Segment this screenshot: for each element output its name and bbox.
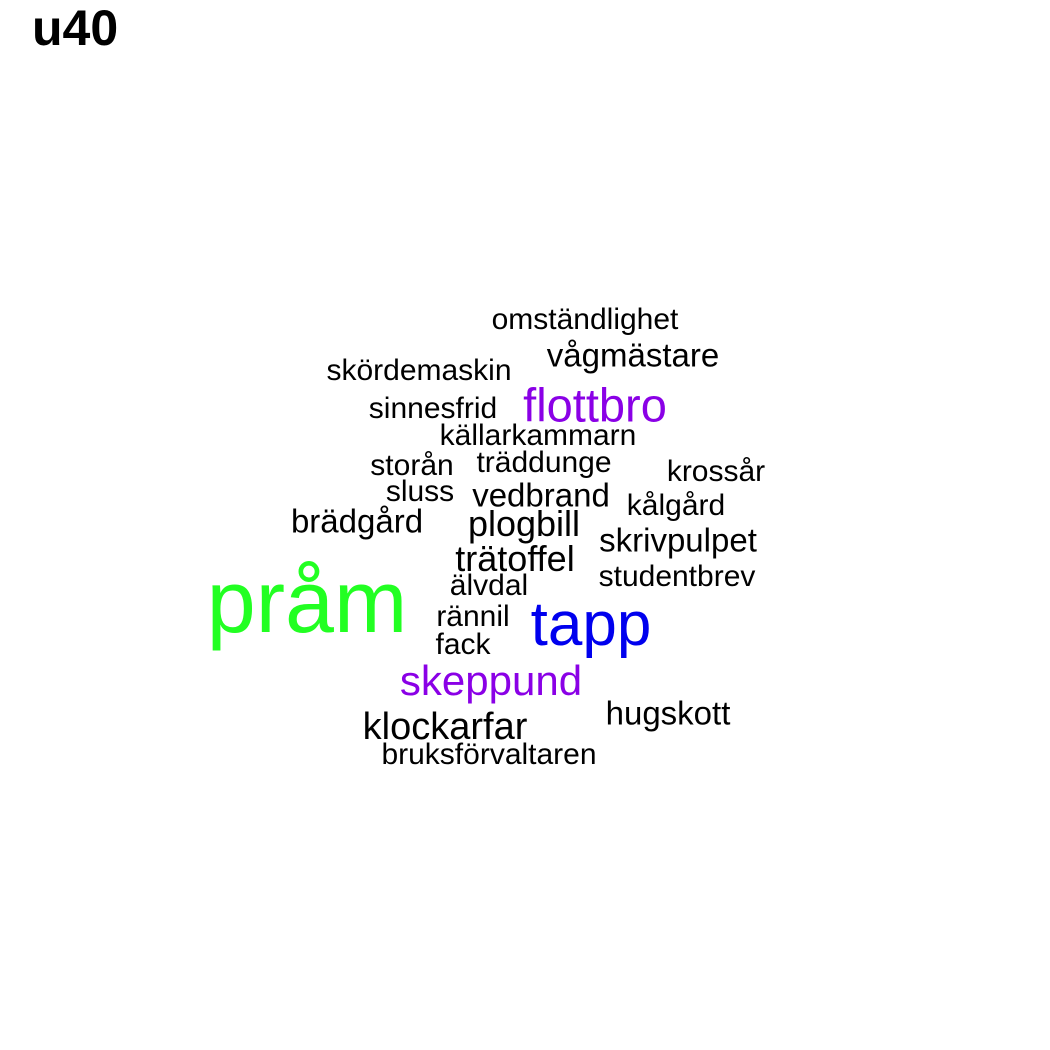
word-bradgard: brädgård [290,502,424,540]
word-traddunge: träddunge [476,446,612,479]
word-studentbrev: studentbrev [598,560,756,593]
word-tapp: tapp [530,590,652,659]
word-klockarfar: klockarfar [362,706,528,748]
word-kalgard: kålgård [626,489,726,522]
word-sluss: sluss [385,475,455,508]
word-krossar: krossår [666,455,766,488]
word-skeppund: skeppund [399,657,583,704]
word-vedbrand: vedbrand [472,476,610,514]
word-fack: fack [435,628,491,661]
word-flottbro: flottbro [523,378,667,432]
word-omstandlighet: omständlighet [491,303,679,336]
word-hugskott: hugskott [605,694,731,732]
word-rannil: rännil [436,600,510,633]
word-storan: storån [370,449,454,482]
word-skrivpulpet: skrivpulpet [599,521,757,559]
word-skordemaskin: skördemaskin [326,354,512,387]
word-vagmastare: vågmästare [546,336,720,374]
word-alvdal: älvdal [449,569,529,602]
word-kallarkammarn: källarkammarn [439,419,637,452]
word-pram: pråm [206,552,408,651]
word-bruksforvaltaren: bruksförvaltaren [381,738,597,771]
word-sinnesfrid: sinnesfrid [368,392,498,425]
word-plogbill: plogbill [467,503,581,544]
page-title: u40 [32,0,119,56]
word-tratoffel: trätoffel [455,538,575,579]
